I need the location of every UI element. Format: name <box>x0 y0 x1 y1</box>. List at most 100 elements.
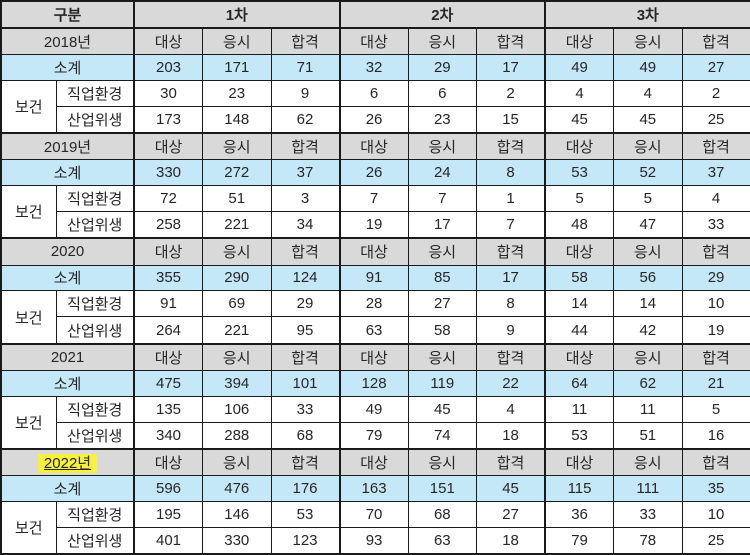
data-cell: 56 <box>613 264 683 292</box>
year-label: 2019년 <box>43 139 92 157</box>
data-cell: 25 <box>681 106 750 134</box>
data-cell: 5 <box>544 185 615 213</box>
col-header-applied: 응시 <box>613 132 683 161</box>
header-round-3: 3차 <box>544 0 750 29</box>
subtotal-label: 소계 <box>0 264 135 292</box>
data-cell: 45 <box>544 106 615 134</box>
data-cell: 258 <box>133 211 204 239</box>
data-cell: 70 <box>338 500 409 528</box>
data-cell: 32 <box>338 54 409 82</box>
year-cell: 2019년 <box>0 132 135 161</box>
col-header-target: 대상 <box>544 27 615 56</box>
col-header-target: 대상 <box>338 342 409 371</box>
col-header-passed: 합격 <box>270 447 341 476</box>
col-header-applied: 응시 <box>202 237 272 266</box>
col-header-applied: 응시 <box>407 237 478 266</box>
category-label: 보건 <box>0 290 57 345</box>
subtotal-row: 소계 475 394 101 128 119 22 64 62 21 <box>0 369 750 397</box>
year-cell: 2021 <box>0 342 135 371</box>
data-cell: 24 <box>407 159 478 187</box>
data-cell: 30 <box>133 80 204 108</box>
subcategory-label: 직업환경 <box>55 395 135 423</box>
data-cell: 37 <box>270 159 341 187</box>
data-cell: 29 <box>681 264 750 292</box>
data-cell: 5 <box>613 185 683 213</box>
data-cell: 115 <box>544 474 615 502</box>
col-header-target: 대상 <box>133 342 204 371</box>
year-cell: 2018년 <box>0 27 135 56</box>
data-cell: 6 <box>407 80 478 108</box>
data-cell: 62 <box>270 106 341 134</box>
col-header-target: 대상 <box>133 237 204 266</box>
data-cell: 6 <box>338 80 409 108</box>
data-cell: 290 <box>202 264 272 292</box>
data-cell: 10 <box>681 290 750 318</box>
data-cell: 91 <box>338 264 409 292</box>
col-header-applied: 응시 <box>613 27 683 56</box>
col-header-passed: 합격 <box>681 132 750 161</box>
data-cell: 4 <box>613 80 683 108</box>
data-cell: 45 <box>476 474 546 502</box>
year-label: 2021 <box>50 348 85 366</box>
col-header-applied: 응시 <box>407 27 478 56</box>
col-header-target: 대상 <box>544 342 615 371</box>
data-cell: 33 <box>681 211 750 239</box>
data-cell: 476 <box>202 474 272 502</box>
data-cell: 27 <box>407 290 478 318</box>
col-header-target: 대상 <box>544 132 615 161</box>
data-cell: 33 <box>270 395 341 423</box>
col-header-applied: 응시 <box>613 237 683 266</box>
col-header-target: 대상 <box>338 447 409 476</box>
occupational-env-row: 보건 직업환경 91 69 29 28 27 8 14 14 10 <box>0 290 750 345</box>
data-cell: 33 <box>613 500 683 528</box>
col-header-passed: 합격 <box>681 237 750 266</box>
col-header-target: 대상 <box>338 237 409 266</box>
occupational-env-row: 보건 직업환경 30 23 9 6 6 2 4 4 2 <box>0 80 750 134</box>
data-cell: 63 <box>407 526 478 555</box>
data-cell: 18 <box>476 526 546 555</box>
data-cell: 119 <box>407 369 478 397</box>
data-cell: 71 <box>270 54 341 82</box>
data-cell: 135 <box>133 395 204 423</box>
data-cell: 21 <box>681 369 750 397</box>
subtotal-label: 소계 <box>0 54 135 82</box>
data-cell: 8 <box>476 159 546 187</box>
industrial-hygiene-row: 산업위생 258 221 34 19 17 7 48 47 33 <box>1 211 750 239</box>
col-header-target: 대상 <box>338 27 409 56</box>
col-header-target: 대상 <box>133 132 204 161</box>
col-header-applied: 응시 <box>613 447 683 476</box>
year-header-row: 2022년 대상 응시 합격 대상 응시 합격 대상 응시 합격 <box>0 447 750 476</box>
col-header-passed: 합격 <box>681 27 750 56</box>
data-cell: 27 <box>476 500 546 528</box>
data-cell: 78 <box>613 526 683 555</box>
col-header-passed: 합격 <box>270 237 341 266</box>
data-cell: 221 <box>202 211 272 239</box>
col-header-target: 대상 <box>133 447 204 476</box>
col-header-passed: 합격 <box>476 132 546 161</box>
data-cell: 3 <box>270 185 341 213</box>
year-header-row: 2020 대상 응시 합격 대상 응시 합격 대상 응시 합격 <box>0 237 750 266</box>
data-cell: 49 <box>613 54 683 82</box>
data-cell: 42 <box>613 316 683 345</box>
col-header-passed: 합격 <box>476 342 546 371</box>
data-cell: 272 <box>202 159 272 187</box>
category-label: 보건 <box>0 80 57 134</box>
data-cell: 93 <box>338 526 409 555</box>
data-cell: 7 <box>407 185 478 213</box>
subcategory-label: 직업환경 <box>55 500 135 528</box>
data-cell: 475 <box>133 369 204 397</box>
data-cell: 23 <box>407 106 478 134</box>
subtotal-label: 소계 <box>0 369 135 397</box>
subtotal-label: 소계 <box>0 474 135 502</box>
industrial-hygiene-row: 산업위생 264 221 95 63 58 9 44 42 19 <box>1 316 750 345</box>
data-cell: 15 <box>476 106 546 134</box>
data-cell: 171 <box>202 54 272 82</box>
data-cell: 128 <box>338 369 409 397</box>
data-cell: 63 <box>338 316 409 345</box>
data-cell: 14 <box>544 290 615 318</box>
data-cell: 173 <box>133 106 204 134</box>
year-label: 2018년 <box>43 34 92 52</box>
data-cell: 2 <box>476 80 546 108</box>
data-cell: 58 <box>407 316 478 345</box>
